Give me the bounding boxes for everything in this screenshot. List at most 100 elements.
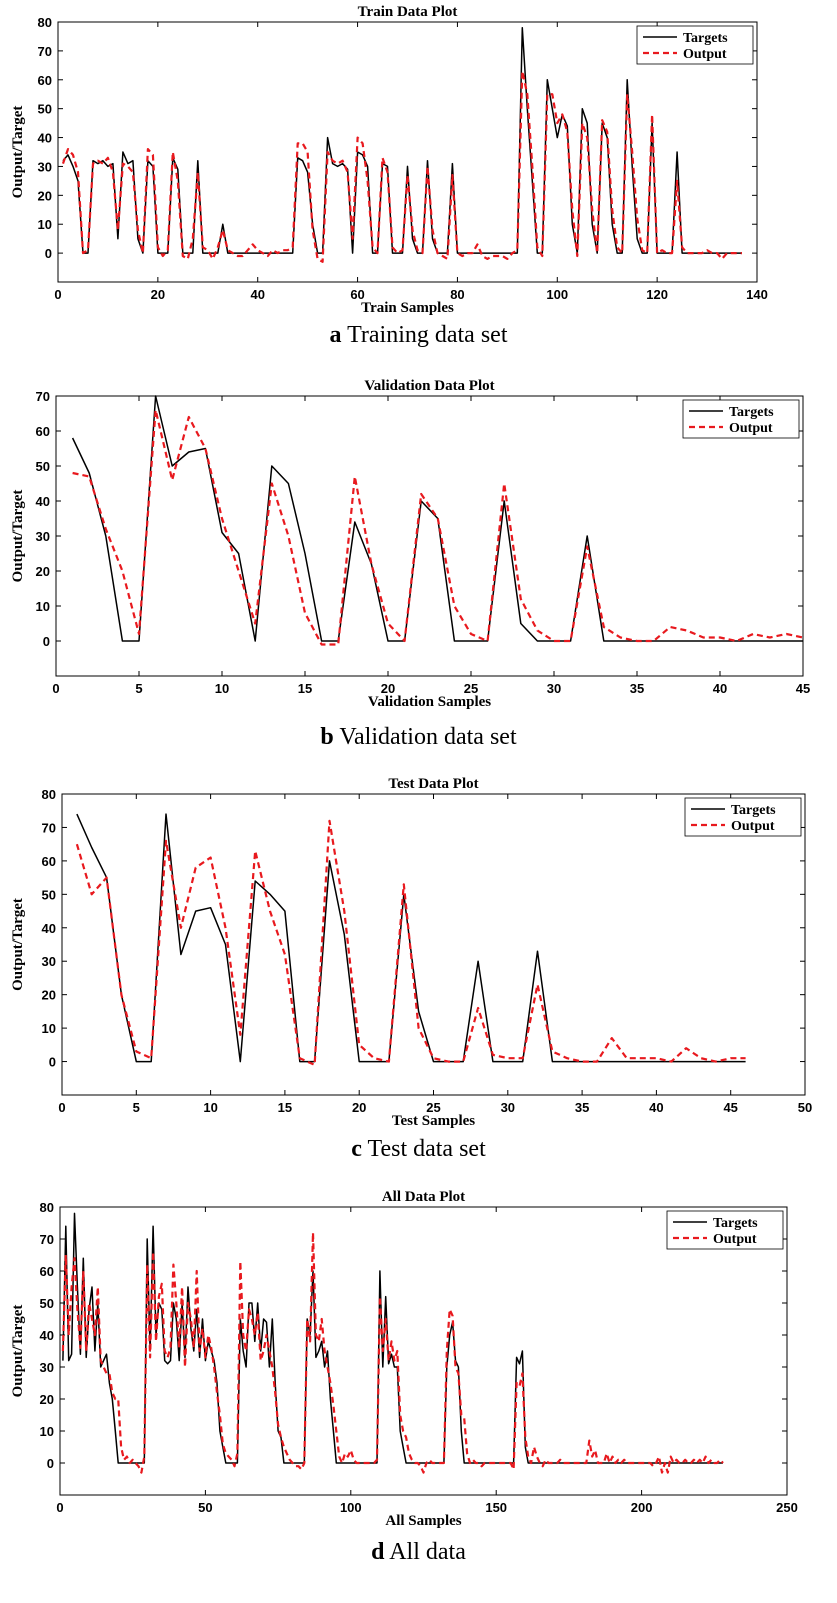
y-tick-label: 40 — [40, 1328, 54, 1343]
y-tick-label: 10 — [42, 1021, 56, 1036]
x-tick-label: 0 — [58, 1100, 65, 1115]
y-tick-label: 50 — [36, 459, 50, 474]
y-tick-label: 0 — [45, 246, 52, 261]
series-line-output — [72, 408, 804, 646]
validation-caption: b Validation data set — [0, 724, 837, 751]
y-tick-label: 50 — [42, 887, 56, 902]
x-tick-label: 45 — [796, 681, 810, 696]
y-axis-label: Output/Target — [10, 490, 26, 583]
legend-label-targets: Targets — [683, 31, 728, 46]
x-tick-label: 20 — [381, 681, 395, 696]
test-chart-panel: Test Data Plot 0 5 10 15 20 25 30 35 40 45 50 0 10 20 3… — [0, 770, 837, 1170]
x-tick-label: 250 — [776, 1500, 798, 1515]
caption-text: Test data set — [367, 1136, 486, 1162]
all-chart: All Data Plot 0 50 100 150 200 250 0 10 20 30 40 50 6… — [10, 1189, 798, 1529]
y-tick-label: 40 — [36, 494, 50, 509]
legend-label-targets: Targets — [713, 1216, 758, 1231]
y-tick-label: 80 — [38, 15, 52, 30]
x-tick-label: 45 — [723, 1100, 737, 1115]
y-tick-label: 30 — [38, 159, 52, 174]
x-tick-label: 20 — [352, 1100, 366, 1115]
x-tick-label: 30 — [501, 1100, 515, 1115]
legend-box — [684, 797, 802, 837]
x-tick-label: 120 — [646, 287, 668, 302]
plot-frame — [61, 793, 806, 1096]
y-tick-label: 0 — [47, 1456, 54, 1471]
y-tick-label: 70 — [42, 820, 56, 835]
x-tick-label: 10 — [203, 1100, 217, 1115]
x-tick-label: 25 — [426, 1100, 440, 1115]
x-tick-label: 15 — [278, 1100, 292, 1115]
y-tick-label: 50 — [40, 1296, 54, 1311]
plot-frame — [59, 1206, 788, 1496]
x-axis-label: Test Samples — [392, 1113, 475, 1128]
chart-title: Test Data Plot — [388, 776, 478, 792]
test-caption: c Test data set — [0, 1136, 837, 1163]
x-tick-label: 0 — [54, 287, 61, 302]
y-tick-label: 60 — [38, 73, 52, 88]
all-chart-panel: All Data Plot 0 50 100 150 200 250 0 10 20 30 40 50 6… — [0, 1183, 837, 1603]
x-tick-label: 100 — [340, 1500, 362, 1515]
chart-title: All Data Plot — [382, 1189, 465, 1205]
train-chart-panel: Train Data Plot 0 20 40 60 80 100 120 140 0 10 20 30… — [0, 0, 837, 354]
caption-text: All data — [389, 1539, 466, 1565]
x-tick-label: 0 — [52, 681, 59, 696]
x-axis-label: All Samples — [385, 1513, 461, 1529]
caption-letter: d — [371, 1539, 385, 1565]
series-line-targets — [76, 813, 746, 1063]
legend-label-output: Output — [713, 1232, 757, 1247]
x-tick-label: 50 — [198, 1500, 212, 1515]
y-tick-label: 70 — [36, 389, 50, 404]
y-tick-label: 40 — [38, 131, 52, 146]
x-tick-label: 150 — [485, 1500, 507, 1515]
legend-label-targets: Targets — [729, 405, 774, 420]
chart-title: Train Data Plot — [358, 4, 458, 20]
x-tick-label: 80 — [450, 287, 464, 302]
y-tick-label: 40 — [42, 921, 56, 936]
y-tick-label: 10 — [38, 217, 52, 232]
legend-box — [682, 399, 800, 439]
y-tick-label: 0 — [43, 634, 50, 649]
legend-box — [636, 25, 754, 65]
x-tick-label: 35 — [575, 1100, 589, 1115]
y-axis-label: Output/Target — [10, 1305, 26, 1398]
validation-chart: Validation Data Plot 0 5 10 15 20 25 30 35 40 45 0 1… — [10, 378, 810, 710]
x-axis-label: Train Samples — [361, 300, 454, 316]
x-tick-label: 140 — [746, 287, 768, 302]
legend-label-output: Output — [729, 421, 773, 436]
legend-box — [666, 1210, 784, 1250]
y-tick-label: 20 — [38, 188, 52, 203]
y-tick-label: 10 — [40, 1424, 54, 1439]
y-tick-label: 30 — [36, 529, 50, 544]
y-tick-label: 80 — [42, 787, 56, 802]
x-tick-label: 40 — [250, 287, 264, 302]
y-tick-label: 30 — [40, 1360, 54, 1375]
y-tick-label: 70 — [38, 44, 52, 59]
x-tick-label: 35 — [630, 681, 644, 696]
series-line-output — [61, 69, 742, 263]
y-axis-label: Output/Target — [10, 898, 26, 991]
y-tick-label: 80 — [40, 1200, 54, 1215]
x-tick-label: 60 — [350, 287, 364, 302]
caption-letter: b — [320, 724, 334, 750]
all-caption: d All data — [0, 1539, 837, 1566]
test-chart: Test Data Plot 0 5 10 15 20 25 30 35 40 45 50 0 10 20 3… — [10, 776, 812, 1128]
x-tick-label: 40 — [713, 681, 727, 696]
caption-text: Validation data set — [339, 724, 517, 750]
x-tick-label: 0 — [56, 1500, 63, 1515]
y-tick-label: 20 — [40, 1392, 54, 1407]
x-tick-label: 10 — [215, 681, 229, 696]
y-tick-label: 50 — [38, 102, 52, 117]
chart-title: Validation Data Plot — [364, 378, 494, 394]
x-tick-label: 100 — [546, 287, 568, 302]
y-tick-label: 60 — [36, 424, 50, 439]
x-tick-label: 200 — [631, 1500, 653, 1515]
y-tick-label: 60 — [40, 1264, 54, 1279]
x-tick-label: 30 — [547, 681, 561, 696]
legend-label-targets: Targets — [731, 803, 776, 818]
x-axis-label: Validation Samples — [368, 694, 491, 710]
legend-label-output: Output — [731, 819, 775, 834]
series-line-output — [61, 1231, 724, 1474]
y-tick-label: 0 — [49, 1055, 56, 1070]
x-tick-label: 40 — [649, 1100, 663, 1115]
